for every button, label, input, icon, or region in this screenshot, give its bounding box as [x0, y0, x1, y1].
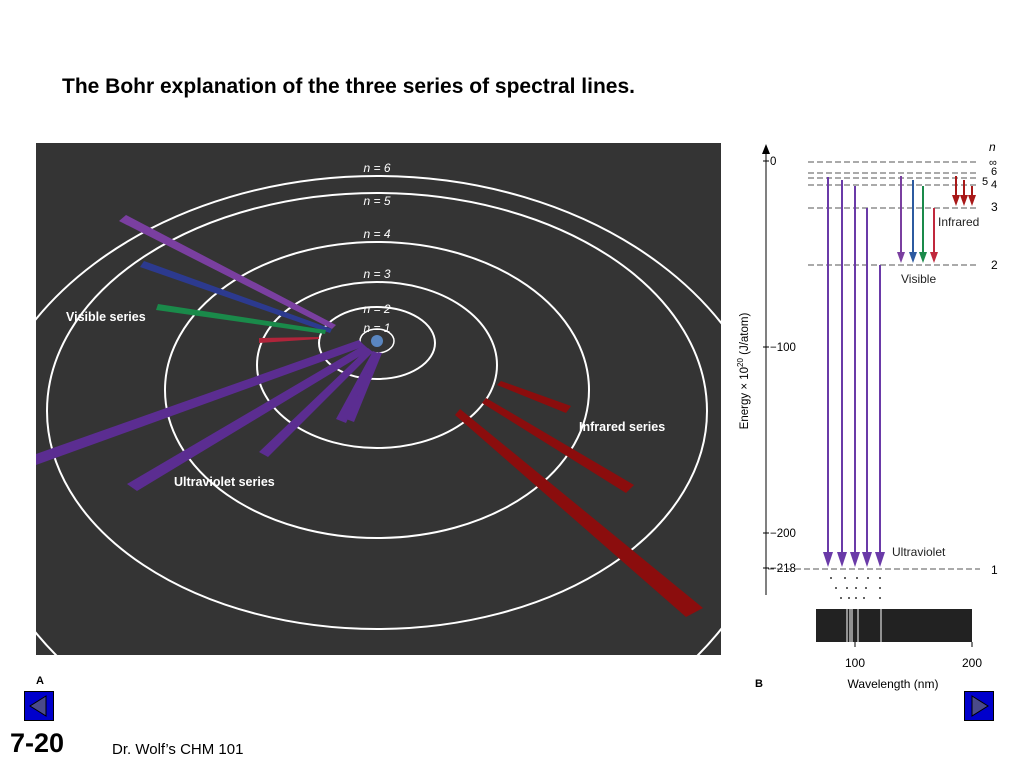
- orbit-label-n4: n = 4: [363, 227, 390, 241]
- visible-line-blue: [140, 261, 332, 333]
- uv-arrowhead: [862, 552, 872, 567]
- n-label-6: 6: [991, 166, 997, 178]
- visible-arrowhead: [909, 252, 917, 263]
- projection-dot: [867, 577, 869, 579]
- n-label-4: 4: [991, 179, 997, 191]
- projection-dot: [855, 587, 857, 589]
- projection-dot: [855, 597, 857, 599]
- projection-dot: [879, 587, 881, 589]
- uv-line: [336, 351, 378, 423]
- orbit-n6: [36, 175, 721, 655]
- x-tick-label: 100: [845, 656, 865, 670]
- orbit-label-n1: n = 1: [363, 321, 390, 335]
- uv-line: [36, 340, 365, 465]
- orbit-diagram-panel: n = 6 n = 5 n = 4 n = 3 n = 2 n = 1 Visi…: [36, 143, 721, 655]
- projection-dot: [846, 587, 848, 589]
- visible-arrowhead: [897, 252, 905, 263]
- energy-tick-label: −100: [770, 342, 796, 354]
- visible-series-label: Visible series: [66, 310, 146, 324]
- orbit-label-n3: n = 3: [363, 267, 390, 281]
- infrared-arrowhead: [952, 195, 960, 206]
- uv-arrowhead: [875, 552, 885, 567]
- ultraviolet-series-label: Ultraviolet series: [174, 475, 275, 489]
- infrared-arrowhead: [960, 195, 968, 206]
- panel-letter-a: A: [36, 675, 44, 687]
- energy-axis-label: Energy × 1020 (J/atom): [736, 313, 751, 430]
- energy-tick-label: 0: [770, 156, 776, 168]
- infrared-line: [455, 409, 703, 617]
- energy-axis-arrow: [762, 144, 770, 154]
- uv-line: [127, 345, 370, 491]
- orbit-label-n5: n = 5: [363, 194, 390, 208]
- orbit-n5: [46, 192, 708, 630]
- projection-dot: [865, 587, 867, 589]
- slide-number: 7-20: [10, 728, 65, 758]
- x-tick-label: 200: [962, 656, 982, 670]
- uv-arrowhead: [823, 552, 833, 567]
- spectrum-bar: [816, 609, 972, 642]
- panel-letter-b: B: [755, 678, 763, 690]
- visible-arrowhead: [930, 252, 938, 263]
- infrared-label: Infrared: [938, 215, 979, 229]
- infrared-series-label: Infrared series: [579, 420, 665, 434]
- orbit-label-n6: n = 6: [363, 161, 390, 175]
- n-label-1: 1: [991, 563, 998, 577]
- footer-course: Dr. Wolf’s CHM 101: [112, 741, 244, 758]
- projection-dot: [840, 597, 842, 599]
- projection-dot: [879, 597, 881, 599]
- n-label-3: 3: [991, 200, 998, 214]
- uv-arrowhead: [837, 552, 847, 567]
- visible-arrowhead: [919, 252, 927, 263]
- uv-arrowhead: [850, 552, 860, 567]
- projection-dot: [863, 597, 865, 599]
- previous-slide-button[interactable]: [24, 691, 54, 721]
- projection-dot: [848, 597, 850, 599]
- n-header: n: [989, 140, 996, 154]
- infrared-line: [482, 398, 634, 493]
- x-axis-label: Wavelength (nm): [848, 677, 939, 691]
- uv-line: [346, 352, 382, 422]
- visible-label: Visible: [901, 272, 936, 286]
- orbit-label-n2: n = 2: [363, 302, 390, 316]
- projection-dot: [856, 577, 858, 579]
- slide-title: The Bohr explanation of the three series…: [62, 75, 635, 98]
- triangle-right-icon: [971, 695, 989, 717]
- projection-dot: [830, 577, 832, 579]
- orbit-n2: [318, 306, 436, 380]
- n-label-infinity: ∞: [989, 157, 997, 169]
- n-label-5: 5: [982, 176, 988, 188]
- projection-dot: [879, 577, 881, 579]
- visible-line-red: [259, 337, 319, 343]
- visible-line-violet: [119, 215, 336, 329]
- n-label-2: 2: [991, 258, 998, 272]
- nucleus: [371, 335, 383, 347]
- visible-line-green: [156, 304, 326, 334]
- orbit-n3: [256, 281, 498, 449]
- projection-dot: [844, 577, 846, 579]
- energy-tick-label: −200: [770, 528, 796, 540]
- ultraviolet-label: Ultraviolet: [892, 545, 946, 559]
- infrared-arrowhead: [968, 195, 976, 206]
- uv-line: [259, 348, 373, 457]
- orbit-diagram: n = 6 n = 5 n = 4 n = 3 n = 2 n = 1 Visi…: [36, 161, 721, 655]
- triangle-left-icon: [29, 695, 47, 717]
- infrared-line: [497, 381, 571, 413]
- next-slide-button[interactable]: [964, 691, 994, 721]
- energy-level-diagram: 0 −100 −200 −218 Energy × 1020 (J/atom) …: [736, 140, 998, 691]
- orbit-n4: [164, 241, 590, 539]
- projection-dot: [835, 587, 837, 589]
